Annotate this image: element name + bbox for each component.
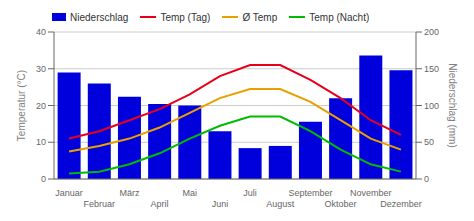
svg-text:März: März bbox=[119, 188, 139, 198]
html-text:Niederschlag: Niederschlag bbox=[70, 11, 129, 23]
svg-text:August: August bbox=[266, 199, 295, 209]
svg-text:Juli: Juli bbox=[243, 188, 257, 198]
svg-text:200: 200 bbox=[424, 27, 439, 37]
svg-text:10: 10 bbox=[36, 137, 46, 147]
svg-text:Temperatur (°C): Temperatur (°C) bbox=[16, 70, 27, 141]
svg-text:50: 50 bbox=[424, 137, 434, 147]
svg-text:November: November bbox=[350, 188, 392, 198]
svg-text:30: 30 bbox=[36, 64, 46, 74]
svg-text:0: 0 bbox=[41, 174, 46, 184]
svg-text:Februar: Februar bbox=[83, 199, 115, 209]
svg-text:Oktober: Oktober bbox=[325, 199, 357, 209]
html-text:Temp (Nacht): Temp (Nacht) bbox=[309, 11, 370, 23]
svg-text:Januar: Januar bbox=[55, 188, 83, 198]
svg-text:Mai: Mai bbox=[182, 188, 197, 198]
svg-text:Juni: Juni bbox=[212, 199, 229, 209]
html-text:Ø Temp: Ø Temp bbox=[242, 11, 278, 23]
svg-text:Niederschlag (mm): Niederschlag (mm) bbox=[447, 63, 458, 147]
svg-text:0: 0 bbox=[424, 174, 429, 184]
svg-text:September: September bbox=[288, 188, 332, 198]
svg-text:April: April bbox=[151, 199, 169, 209]
svg-text:Dezember: Dezember bbox=[380, 199, 422, 209]
svg-text:20: 20 bbox=[36, 101, 46, 111]
html-text:Temp (Tag): Temp (Tag) bbox=[160, 11, 211, 23]
svg-text:40: 40 bbox=[36, 27, 46, 37]
svg-text:150: 150 bbox=[424, 64, 439, 74]
svg-text:100: 100 bbox=[424, 101, 439, 111]
